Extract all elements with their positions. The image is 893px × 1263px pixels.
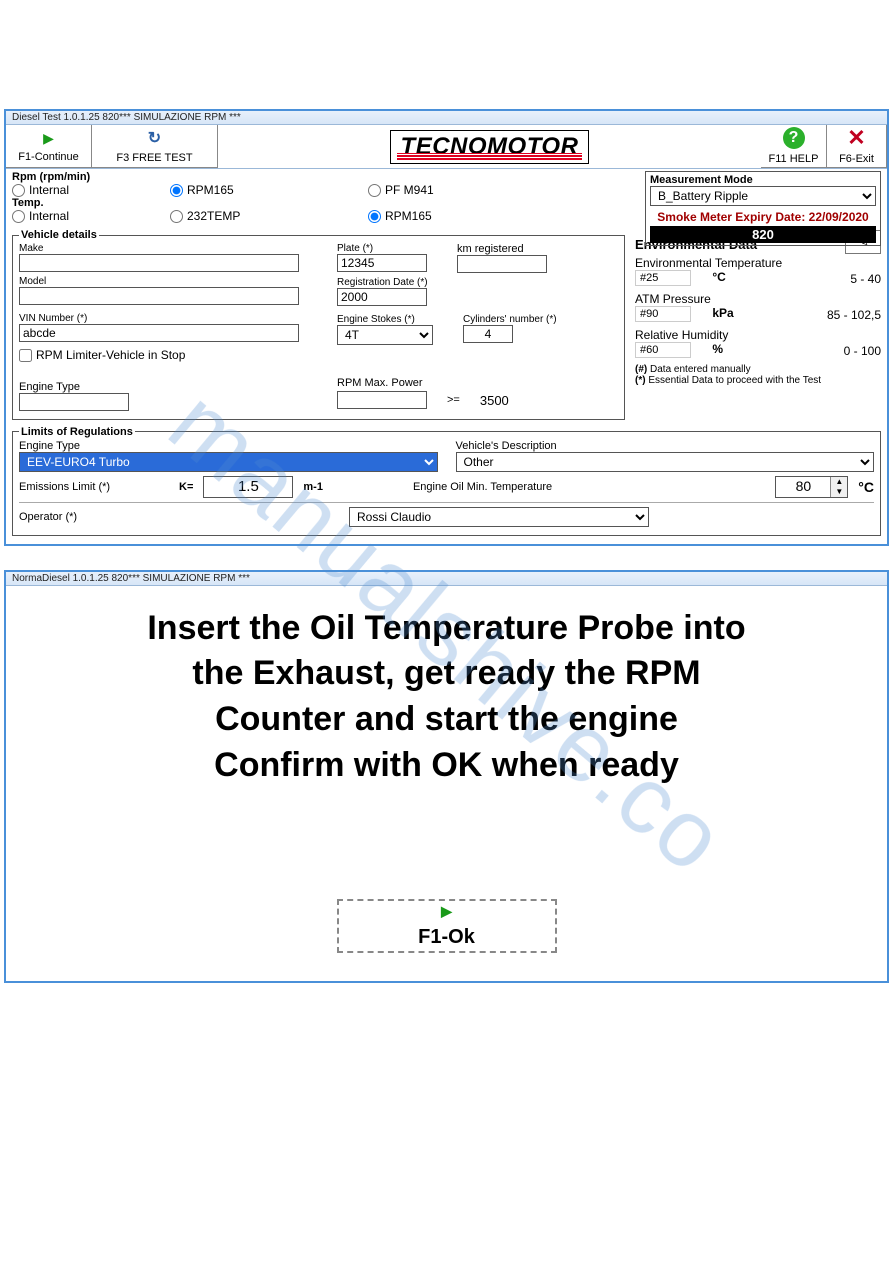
make-label: Make xyxy=(19,243,319,254)
vehicle-details-legend: Vehicle details xyxy=(19,229,99,241)
free-test-label: F3 FREE TEST xyxy=(116,152,192,164)
rpm-max-value: 3500 xyxy=(480,393,509,408)
engine-type-input[interactable] xyxy=(19,393,129,411)
rpm-internal-radio[interactable]: Internal xyxy=(12,183,142,197)
note-manual: (#) Data entered manually xyxy=(635,364,881,375)
model-input[interactable] xyxy=(19,287,299,305)
reg-engtype-label: Engine Type xyxy=(19,440,438,452)
env-temp-range: 5 - 40 xyxy=(850,272,881,286)
limits-fieldset: Limits of Regulations Engine Type EEV-EU… xyxy=(12,426,881,536)
operator-label: Operator (*) xyxy=(19,511,339,523)
env-temp-unit: °C xyxy=(712,270,725,284)
env-press-range: 85 - 102,5 xyxy=(827,308,881,322)
rpm-max-box[interactable] xyxy=(337,391,427,409)
env-press-label: ATM Pressure xyxy=(635,292,795,306)
operator-select[interactable]: Rossi Claudio xyxy=(349,507,649,527)
instruction-message: Insert the Oil Temperature Probe into th… xyxy=(20,606,873,790)
close-icon: ✕ xyxy=(847,127,865,149)
plate-label: Plate (*) xyxy=(337,243,427,254)
rpm-rpm165-radio[interactable]: RPM165 xyxy=(170,183,340,197)
strokes-select[interactable]: 4T xyxy=(337,325,433,345)
spin-down-icon[interactable]: ▼ xyxy=(831,487,847,497)
env-temp-value: #25 xyxy=(635,270,691,286)
help-button[interactable]: ? F11 HELP xyxy=(761,125,827,168)
cylinders-input[interactable] xyxy=(463,325,513,343)
reg-vehdesc-label: Vehicle's Description xyxy=(456,440,875,452)
env-press-unit: kPa xyxy=(712,306,733,320)
engine-type-label: Engine Type xyxy=(19,381,319,393)
measurement-mode-label: Measurement Mode xyxy=(650,174,876,186)
toolbar-spacer: TECNOMOTOR xyxy=(218,125,761,168)
continue-button[interactable]: ▶ F1-Continue xyxy=(6,125,92,168)
rpm-pfm941-radio[interactable]: PF M941 xyxy=(368,183,434,197)
measurement-mode-box: Measurement Mode B_Battery Ripple Smoke … xyxy=(645,171,881,246)
tecnomotor-logo: TECNOMOTOR xyxy=(390,130,590,164)
env-hum-value: #60 xyxy=(635,342,691,358)
logo-stripe xyxy=(397,153,583,160)
k-label: K= xyxy=(179,481,193,493)
temp-rpm165-radio[interactable]: RPM165 xyxy=(368,209,432,223)
titlebar-1: Diesel Test 1.0.1.25 820*** SIMULAZIONE … xyxy=(6,111,887,125)
regdate-label: Registration Date (*) xyxy=(337,277,587,288)
play-icon: ▶ xyxy=(441,903,452,920)
vin-label: VIN Number (*) xyxy=(19,313,319,324)
model-label: Model xyxy=(19,276,319,287)
env-hum-range: 0 - 100 xyxy=(844,344,881,358)
expiry-days: 820 xyxy=(650,226,876,243)
regdate-input[interactable] xyxy=(337,288,427,306)
vin-input[interactable] xyxy=(19,324,299,342)
temp-internal-radio[interactable]: Internal xyxy=(12,209,142,223)
help-icon: ? xyxy=(783,127,805,149)
cylinders-label: Cylinders' number (*) xyxy=(463,314,557,325)
k-unit: m-1 xyxy=(303,481,323,493)
exit-label: F6-Exit xyxy=(839,153,874,165)
exit-button[interactable]: ✕ F6-Exit xyxy=(827,125,887,168)
environmental-panel: Environmental Data ✎ Environmental Tempe… xyxy=(635,223,881,386)
temp-232-radio[interactable]: 232TEMP xyxy=(170,209,340,223)
k-input[interactable] xyxy=(203,476,293,498)
reg-vehdesc-select[interactable]: Other xyxy=(456,452,875,472)
rpm-limiter-checkbox[interactable]: RPM Limiter-Vehicle in Stop xyxy=(19,348,185,362)
oil-temp-unit: °C xyxy=(858,479,874,495)
plate-input[interactable] xyxy=(337,254,427,272)
note-essential: (*) Essential Data to proceed with the T… xyxy=(635,375,881,386)
window-norma-diesel: NormaDiesel 1.0.1.25 820*** SIMULAZIONE … xyxy=(4,570,889,984)
rpm-max-label: RPM Max. Power xyxy=(337,377,423,389)
make-input[interactable] xyxy=(19,254,299,272)
continue-label: F1-Continue xyxy=(18,151,79,163)
oil-temp-spinner[interactable]: ▲▼ xyxy=(775,476,848,498)
rpm-max-op: >= xyxy=(447,394,460,406)
km-label: km registered xyxy=(457,243,547,255)
redo-icon: ↻ xyxy=(148,128,161,148)
play-icon: ▶ xyxy=(43,130,54,147)
emissions-limit-label: Emissions Limit (*) xyxy=(19,481,169,493)
measurement-mode-select[interactable]: B_Battery Ripple xyxy=(650,186,876,206)
vehicle-details-fieldset: Vehicle details Make Model VIN Number (*… xyxy=(12,229,625,420)
window-diesel-test: Diesel Test 1.0.1.25 820*** SIMULAZIONE … xyxy=(4,109,889,546)
ok-button[interactable]: ▶ F1-Ok xyxy=(337,899,557,953)
strokes-label: Engine Stokes (*) xyxy=(337,314,433,325)
spin-up-icon[interactable]: ▲ xyxy=(831,477,847,487)
help-label: F11 HELP xyxy=(769,153,819,165)
limits-legend: Limits of Regulations xyxy=(19,426,135,438)
oil-temp-input[interactable] xyxy=(776,477,830,495)
smoke-expiry-label: Smoke Meter Expiry Date: 22/09/2020 xyxy=(650,210,876,224)
reg-engtype-select[interactable]: EEV-EURO4 Turbo xyxy=(19,452,438,472)
env-temp-label: Environmental Temperature xyxy=(635,256,795,270)
titlebar-2: NormaDiesel 1.0.1.25 820*** SIMULAZIONE … xyxy=(6,572,887,586)
km-input[interactable] xyxy=(457,255,547,273)
ok-label: F1-Ok xyxy=(418,926,475,949)
free-test-button[interactable]: ↻ F3 FREE TEST xyxy=(92,125,218,168)
env-press-value: #90 xyxy=(635,306,691,322)
toolbar: ▶ F1-Continue ↻ F3 FREE TEST TECNOMOTOR … xyxy=(6,125,887,169)
oil-temp-label: Engine Oil Min. Temperature xyxy=(413,481,552,493)
env-hum-unit: % xyxy=(712,342,723,356)
env-hum-label: Relative Humidity xyxy=(635,328,795,342)
